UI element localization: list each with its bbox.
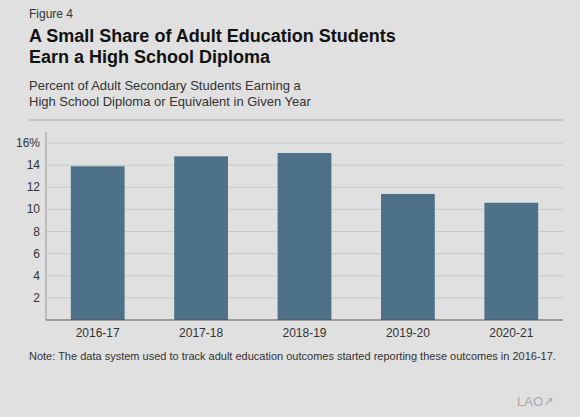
logo: LAO↗	[517, 394, 554, 409]
bar	[174, 156, 228, 320]
y-tick-label: 6	[33, 247, 40, 261]
y-axis-line	[46, 132, 47, 320]
bar	[484, 203, 538, 320]
figure-label: Figure 4	[29, 7, 73, 21]
y-tick-label: 16%	[16, 136, 40, 150]
y-tick-label: 10	[27, 202, 41, 216]
y-tick-label: 14	[27, 158, 41, 172]
x-tick-label: 2017-18	[179, 326, 223, 340]
y-tick-label: 2	[33, 291, 40, 305]
note: Note: The data system used to track adul…	[29, 350, 556, 362]
title: A Small Share of Adult Education Student…	[29, 26, 396, 67]
y-tick-label: 8	[33, 225, 40, 239]
grid-line	[46, 143, 563, 144]
background	[0, 0, 580, 417]
bar	[278, 153, 332, 320]
y-tick-label: 12	[27, 180, 41, 194]
chart-svg: Figure 4 A Small Share of Adult Education…	[0, 0, 580, 417]
bars	[71, 153, 538, 320]
subtitle: Percent of Adult Secondary Students Earn…	[29, 78, 312, 109]
y-tick-label: 4	[33, 269, 40, 283]
x-axis-line	[46, 320, 563, 321]
bar	[381, 194, 435, 320]
x-tick-label: 2016-17	[76, 326, 120, 340]
x-tick-label: 2018-19	[282, 326, 326, 340]
divider	[29, 120, 563, 121]
x-tick-label: 2020-21	[489, 326, 533, 340]
bar	[71, 166, 125, 320]
x-tick-label: 2019-20	[386, 326, 430, 340]
